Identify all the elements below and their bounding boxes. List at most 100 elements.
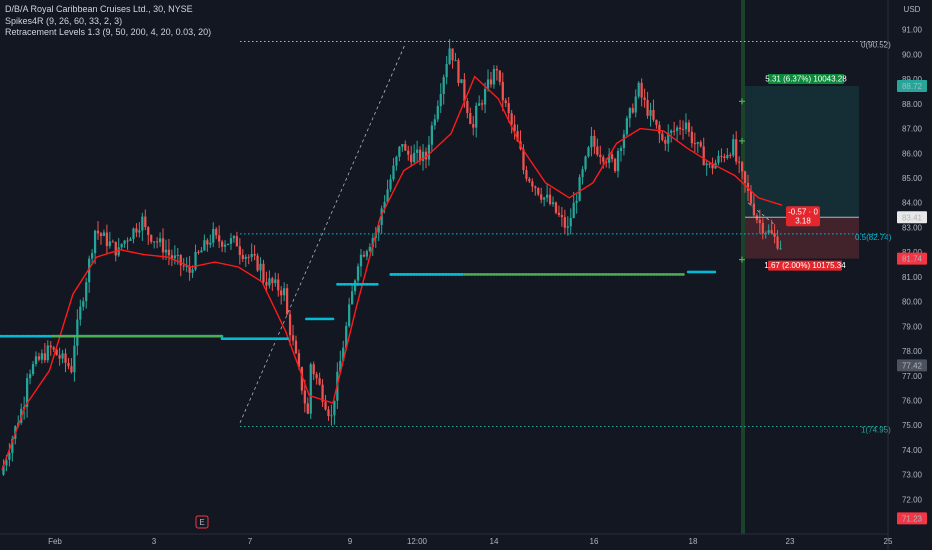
candle-body [510, 113, 513, 125]
candle-body [383, 201, 386, 209]
candle-body [483, 88, 487, 105]
time-tick-label: 16 [590, 537, 599, 546]
time-highlight-bar [741, 0, 745, 534]
candle [643, 88, 646, 108]
candle [587, 145, 590, 158]
candle-body [699, 142, 702, 147]
candle [472, 116, 475, 136]
candle [73, 337, 76, 382]
candle-body [752, 203, 756, 216]
candle-body [150, 235, 153, 242]
time-axis: Feb 3 7 9 12:00 14 16 18 23 25 [0, 533, 893, 546]
candle-body [711, 164, 714, 169]
candle [726, 148, 729, 160]
candle-body [315, 374, 318, 379]
candle [129, 237, 132, 241]
candle-body [197, 251, 200, 253]
candle-body [353, 280, 357, 292]
candle-body [507, 103, 510, 114]
candle-body [436, 106, 439, 120]
candle [622, 129, 626, 156]
candle-body [575, 200, 578, 203]
candle-body [34, 356, 38, 365]
candle-body [271, 278, 274, 284]
candle-body [525, 170, 528, 179]
candle-body [735, 139, 738, 162]
time-tick-label: 23 [786, 537, 795, 546]
indicator-retracement[interactable]: Retracement Levels 1.3 (9, 50, 200, 4, 2… [5, 27, 212, 37]
candle-body [58, 355, 61, 359]
candle-body [173, 255, 176, 259]
candle-body [421, 151, 425, 161]
candle [628, 107, 631, 128]
candle-body [170, 255, 174, 259]
candle [150, 234, 153, 244]
candle-body [427, 144, 431, 160]
candle-body [55, 349, 58, 356]
candle [330, 404, 333, 426]
candle [513, 115, 516, 140]
candle [764, 231, 767, 239]
candle [206, 238, 209, 252]
candle [312, 361, 315, 381]
candle [714, 159, 717, 169]
candle [717, 150, 720, 166]
price-tick-label: 89.00 [902, 75, 923, 84]
candle [102, 229, 106, 237]
candle-body [513, 124, 516, 132]
candle-body [123, 240, 126, 244]
candle [415, 140, 419, 164]
candle-body [702, 146, 705, 166]
candle-body [480, 103, 484, 105]
candle [424, 147, 428, 169]
candle-body [321, 384, 324, 402]
candle-body [333, 400, 336, 416]
candle [283, 282, 286, 302]
candle-body [613, 159, 617, 172]
candle-body [569, 218, 572, 227]
candle [729, 152, 732, 159]
current-price-badge: 83.41 [902, 213, 923, 222]
candle [554, 201, 558, 215]
candle [368, 243, 371, 253]
candle [767, 224, 770, 235]
candle-body [738, 161, 741, 163]
candle [158, 232, 162, 247]
candle [55, 348, 58, 356]
price-axis: USD 91.00 90.00 89.00 88.00 87.00 86.00 85.00 84… [887, 0, 927, 550]
candle [752, 193, 756, 218]
candle-body [424, 151, 428, 160]
candle [339, 350, 342, 372]
candle-body [8, 452, 11, 460]
spike-marker [739, 137, 745, 144]
price-tick-label: 79.00 [902, 322, 923, 331]
symbol-title[interactable]: D/B/A Royal Caribbean Cruises Ltd., 30, … [5, 4, 193, 14]
price-tick-label: 80.00 [902, 298, 923, 307]
candle [548, 187, 552, 206]
candle-body [566, 226, 569, 228]
candle [608, 148, 611, 169]
candle-body [117, 247, 120, 256]
candle [280, 286, 283, 305]
candle-body [407, 150, 410, 155]
price-tick-label: 90.00 [902, 50, 923, 59]
candle-body [646, 100, 649, 116]
candle-body [389, 179, 392, 190]
candle-body [548, 194, 552, 204]
candle [76, 309, 79, 356]
candle [356, 263, 360, 287]
candle-body [99, 233, 103, 236]
candle [250, 243, 253, 262]
candle [735, 131, 738, 165]
candle-body [111, 241, 114, 243]
candle-body [661, 133, 664, 140]
candle-body [194, 251, 197, 270]
candle-body [439, 94, 442, 107]
candle [321, 379, 324, 407]
indicator-spikes4r[interactable]: Spikes4R (9, 26, 60, 33, 2, 3) [5, 15, 123, 26]
candle-body [300, 367, 304, 391]
candle-body [664, 139, 667, 144]
candle-body [365, 251, 369, 257]
candle [353, 279, 357, 295]
